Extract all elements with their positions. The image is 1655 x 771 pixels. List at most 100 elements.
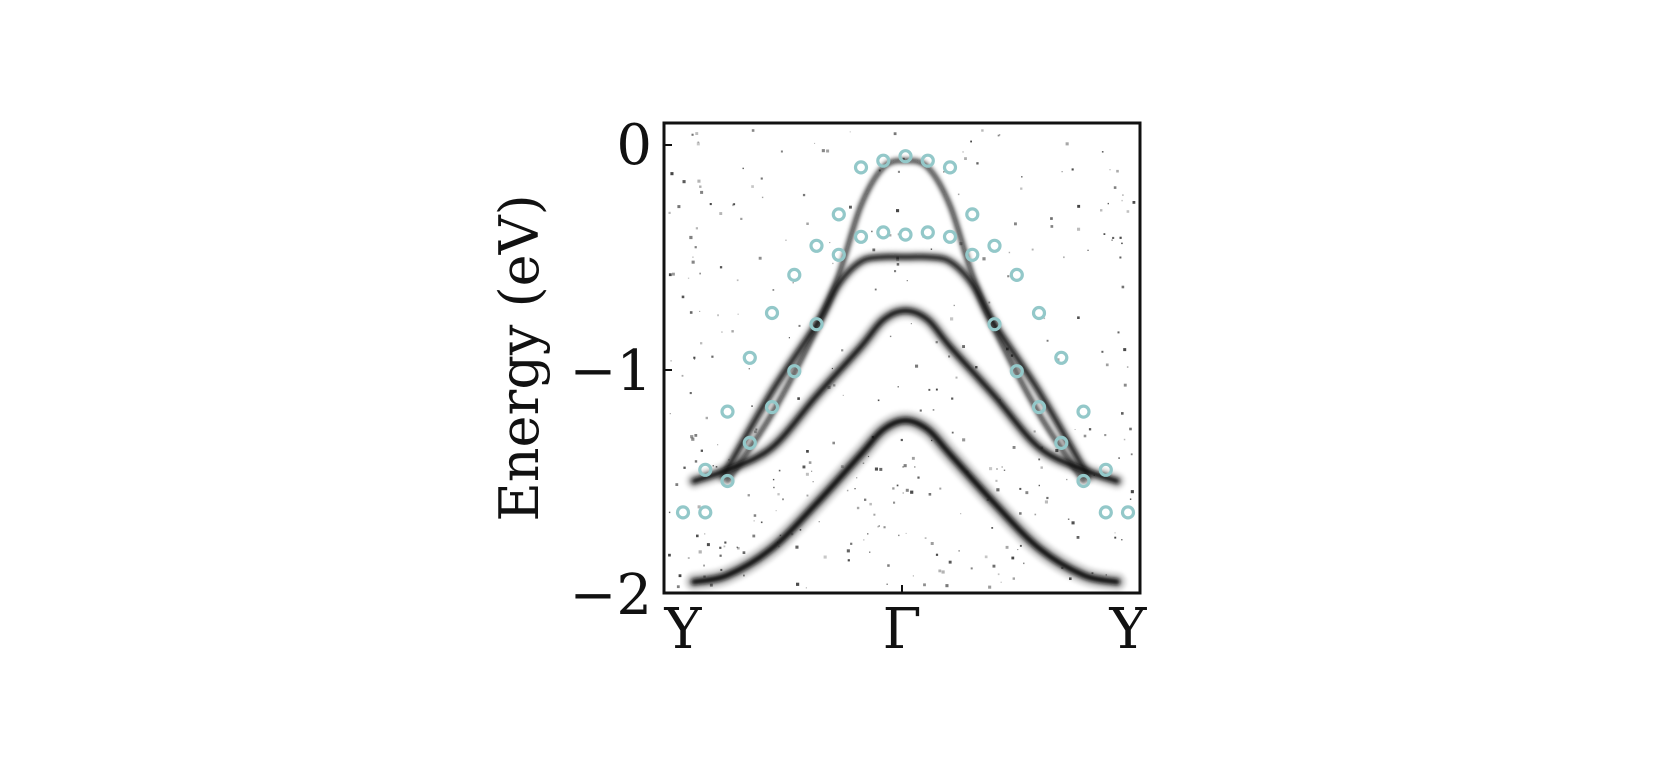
intensity-speck	[856, 506, 860, 510]
intensity-speck	[832, 441, 835, 445]
intensity-speck	[675, 483, 679, 486]
intensity-speck	[906, 280, 908, 282]
intensity-speck	[939, 487, 942, 490]
intensity-speck	[1038, 458, 1041, 461]
calc-point-s1-12	[942, 160, 958, 175]
intensity-speck	[694, 460, 698, 463]
calc-point-s1-9	[876, 153, 891, 168]
intensity-speck	[842, 394, 844, 396]
intensity-speck	[1114, 536, 1117, 539]
intensity-speck	[948, 560, 952, 564]
intensity-speck	[668, 553, 671, 557]
calc-point-s2-6	[831, 247, 846, 262]
intensity-speck	[1129, 427, 1132, 431]
intensity-speck	[832, 262, 834, 265]
intensity-speck	[670, 360, 672, 362]
calc-point-s1-11	[920, 153, 935, 168]
intensity-speck	[1129, 498, 1132, 500]
intensity-speck	[1067, 518, 1070, 520]
intensity-speck	[1012, 446, 1016, 449]
calc-point-s1-8	[853, 160, 869, 175]
intensity-speck	[689, 235, 693, 240]
intensity-speck	[690, 435, 694, 439]
arpes-intensity-background	[668, 129, 1136, 589]
intensity-speck	[900, 438, 903, 442]
intensity-speck	[869, 502, 872, 506]
intensity-speck	[1122, 194, 1124, 196]
intensity-speck	[924, 537, 927, 539]
intensity-speck	[823, 555, 827, 559]
calc-point-s2-18	[1098, 505, 1113, 520]
intensity-speck	[788, 337, 790, 339]
arpes-band-3	[691, 307, 1120, 484]
intensity-speck	[805, 587, 807, 589]
intensity-speck	[1130, 453, 1133, 456]
intensity-speck	[696, 142, 700, 146]
calc-point-s2-2	[742, 435, 757, 450]
intensity-speck	[923, 583, 926, 587]
intensity-speck	[874, 288, 877, 291]
intensity-speck	[1011, 556, 1015, 560]
intensity-speck	[792, 282, 794, 284]
intensity-speck	[740, 217, 743, 220]
intensity-speck	[962, 438, 966, 442]
intensity-speck	[1050, 217, 1053, 220]
calc-point-s2-7	[853, 229, 869, 244]
intensity-speck	[736, 546, 738, 549]
intensity-speck	[872, 248, 876, 252]
intensity-speck	[1087, 249, 1089, 251]
intensity-speck	[694, 246, 697, 249]
intensity-speck	[982, 257, 986, 261]
intensity-speck	[668, 511, 671, 514]
intensity-speck	[1007, 275, 1010, 278]
intensity-speck	[869, 551, 871, 553]
intensity-speck	[919, 409, 922, 412]
intensity-speck	[719, 554, 722, 557]
intensity-speck	[826, 149, 830, 153]
intensity-speck	[962, 151, 964, 153]
intensity-speck	[721, 331, 723, 333]
calc-point-s1-20	[1120, 505, 1136, 520]
y-axis-ticks: 0 −1 −2	[569, 113, 672, 628]
calc-point-s2-14	[1009, 364, 1024, 379]
intensity-speck	[896, 263, 900, 266]
intensity-speck	[1077, 227, 1081, 231]
intensity-speck	[846, 489, 849, 492]
intensity-speck	[1050, 225, 1054, 228]
intensity-speck	[689, 392, 692, 395]
intensity-speck	[911, 456, 915, 460]
intensity-speck	[704, 533, 706, 535]
intensity-speck	[712, 465, 714, 467]
intensity-speck	[693, 356, 696, 359]
intensity-speck	[697, 505, 701, 509]
intensity-speck	[706, 543, 710, 547]
intensity-speck	[897, 170, 900, 173]
intensity-speck	[1076, 536, 1080, 539]
intensity-speck	[748, 368, 750, 370]
intensity-speck	[737, 313, 739, 315]
intensity-speck	[1121, 285, 1125, 289]
intensity-speck	[950, 317, 954, 321]
intensity-speck	[760, 521, 763, 524]
intensity-speck	[737, 547, 740, 550]
intensity-speck	[995, 479, 998, 482]
intensity-speck	[719, 212, 723, 215]
calc-point-s2-16	[1054, 435, 1069, 450]
intensity-speck	[753, 514, 757, 517]
intensity-speck	[1109, 169, 1111, 171]
y-tick-label-1: −1	[569, 339, 652, 404]
intensity-speck	[886, 583, 888, 585]
intensity-speck	[984, 555, 988, 559]
calc-point-s1-15	[1009, 267, 1024, 282]
intensity-speck	[780, 150, 783, 153]
intensity-speck	[697, 179, 701, 183]
intensity-speck	[1112, 236, 1115, 239]
intensity-speck	[752, 534, 756, 538]
intensity-speck	[1046, 496, 1049, 500]
calc-point-s1-3	[742, 350, 757, 365]
intensity-speck	[1020, 187, 1023, 190]
intensity-speck	[905, 532, 907, 534]
intensity-speck	[928, 493, 932, 496]
intensity-speck	[1005, 545, 1009, 549]
